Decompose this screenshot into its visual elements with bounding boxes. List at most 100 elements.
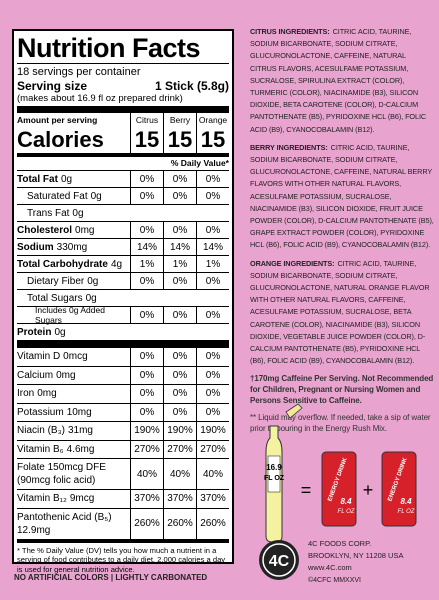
illustration: 16.9 FL OZ = + ENERGY DRINK ENERGY DRINK… [259,403,417,584]
nutrient-name: Sodium [17,241,54,253]
can-unit: FL OZ [338,509,355,515]
nutrient-name: Calcium [17,369,54,381]
nutrient-label: Total Fat 0g [17,171,130,187]
daily-value: 190% [196,422,229,440]
nutrient-label: Protein 0g [17,324,229,340]
nutrient-label: Total Carbohydrate 4g [17,256,130,272]
nutrient-row: Cholesterol 0mg 0% 0% 0% [17,221,229,238]
daily-value: 190% [130,422,163,440]
nutrient-name: Cholesterol [17,224,73,236]
daily-value: 370% [196,490,229,508]
nutrient-name: Vitamin B₁₂ [17,493,67,505]
nutrient-amount: 330mg [56,241,88,253]
nutrition-facts: Nutrition Facts 18 servings per containe… [12,29,234,574]
nutrient-list: Total Fat 0g 0% 0% 0% Saturated Fat 0g 0% 0% 0% Tr… [17,170,229,340]
nutrient-label: Includes 0g Added Sugars [17,305,130,325]
ingredient-block: CITRUS INGREDIENTS: CITRIC ACID, TAURINE,… [250,26,434,136]
daily-value: 0% [130,403,163,421]
plus: + [363,480,374,500]
address: BROOKLYN, NY 11208 USA [308,551,403,560]
nutrient-amount: 0g [72,207,84,219]
nutrient-amount: 4g [110,258,123,270]
daily-value: 0% [196,273,229,289]
value: 1 Stick (5.8g) [154,79,229,93]
daily-value: 370% [130,490,163,508]
daily-value: 14% [130,239,163,255]
nutrient-row: Iron 0mg 0% 0% 0% [17,384,229,403]
can-size: 8.4 [400,497,412,506]
ingredient-heading: ORANGE INGREDIENTS: [250,258,335,268]
daily-value: 0% [130,385,163,403]
nutrient-label: Vitamin B₆ 4.6mg [17,441,130,459]
nutrient-amount: 0g [87,275,99,287]
ingredient-list: CITRUS INGREDIENTS: CITRIC ACID, TAURINE,… [250,26,434,367]
copyright: ©4CFC MMXXVI [308,576,361,584]
flavor: Berry [163,113,196,127]
daily-value: 0% [163,307,196,323]
title: Nutrition Facts [17,33,229,64]
nutrient-amount: 0g [54,326,66,338]
footnote: * The % Daily Value (DV) tells you how m… [17,538,229,575]
nutrient-amount: 31mg [67,425,93,437]
calories: 15 [196,127,229,153]
daily-value: 260% [196,508,229,539]
daily-value: 0% [130,348,163,366]
equals: = [301,480,312,500]
daily-value: 1% [163,256,196,272]
nutrient-name: Trans Fat [27,207,70,219]
nutrient-amount: 4.6mg [66,443,95,455]
nutrient-amount: 0g [60,173,73,185]
nutrient-amount: (90mcg folic acid) [17,475,96,486]
label: Serving size [17,79,88,93]
nutrient-label: Trans Fat 0g [17,205,229,221]
nutrient-amount: 0g [85,292,97,304]
daily-value: 0% [196,348,229,366]
nutrient-amount: 9mcg [69,493,95,505]
nutrient-name: Total Sugars [27,292,83,304]
nutrient-amount: 0g [90,190,102,202]
nutrient-name: Protein [17,326,52,338]
nutrient-name: Pantothenic Acid (B₅) [17,511,112,523]
ingredient-text: CITRIC ACID, TAURINE, SODIUM BICARBONATE… [250,142,434,250]
daily-value: 40% [130,459,163,489]
logo-ring [262,543,296,577]
nutrient-row: Sodium 330mg 14% 14% 14% [17,238,229,255]
ingredient-text: CITRIC ACID, TAURINE, SODIUM BICARBONATE… [250,258,430,366]
daily-value: 260% [163,508,196,539]
vitamin-list: Vitamin D 0mcg 0% 0% 0% Calcium 0mg 0% 0% 0% Iron 0… [17,347,229,539]
nutrient-row: Total Fat 0g 0% 0% 0% [17,170,229,187]
nutrient-amount: 0mcg [63,351,88,363]
ingredients: CITRUS INGREDIENTS: CITRIC ACID, TAURINE,… [250,26,434,440]
can [321,451,357,527]
daily-value: 0% [163,348,196,366]
serving-size: Serving size 1 Stick (5.8g) [17,79,229,93]
nutrient-amount: 0mg [75,224,95,236]
nutrient-row: Includes 0g Added Sugars 0% 0% 0% [17,305,229,325]
claims: NO ARTIFICIAL COLORS | LIGHTLY CARBONATE… [14,573,208,582]
daily-value: 0% [196,403,229,421]
nutrient-row: Vitamin B₁₂ 9mcg 370% 370% 370% [17,489,229,508]
serving-note: (makes about 16.9 fl oz prepared drink) [17,93,229,113]
ingredient-heading: CITRUS INGREDIENTS: [250,27,330,36]
nutrient-name: Saturated Fat [27,190,88,202]
nutrient-name: Niacin (B₃) [17,425,65,437]
daily-value: 0% [130,366,163,384]
daily-value: 0% [130,307,163,323]
company-name: 4C FOODS CORP. [308,539,371,548]
daily-value: 0% [196,222,229,238]
nutrient-row: Protein 0g [17,323,229,340]
can-unit: FL OZ [398,509,415,515]
calories-label: Calories [17,127,104,152]
calories: 15 [130,127,163,153]
daily-value: 1% [196,256,229,272]
daily-value: 0% [196,385,229,403]
nutrient-row: Folate 150mcg DFE (90mcg folic acid) 40% 40… [17,458,229,489]
nutrient-row: Pantothenic Acid (B₅) 12.9mg 260% 260% 260% [17,507,229,539]
nutrient-row: Vitamin B₆ 4.6mg 270% 270% 270% [17,439,229,459]
nutrient-amount: 0mg [56,369,76,381]
daily-value: 270% [130,440,163,458]
flavor: Citrus [130,113,163,127]
daily-value: 0% [163,403,196,421]
nutrient-name: Vitamin D [17,351,61,363]
nutrient-label: Pantothenic Acid (B₅) 12.9mg [17,509,130,539]
